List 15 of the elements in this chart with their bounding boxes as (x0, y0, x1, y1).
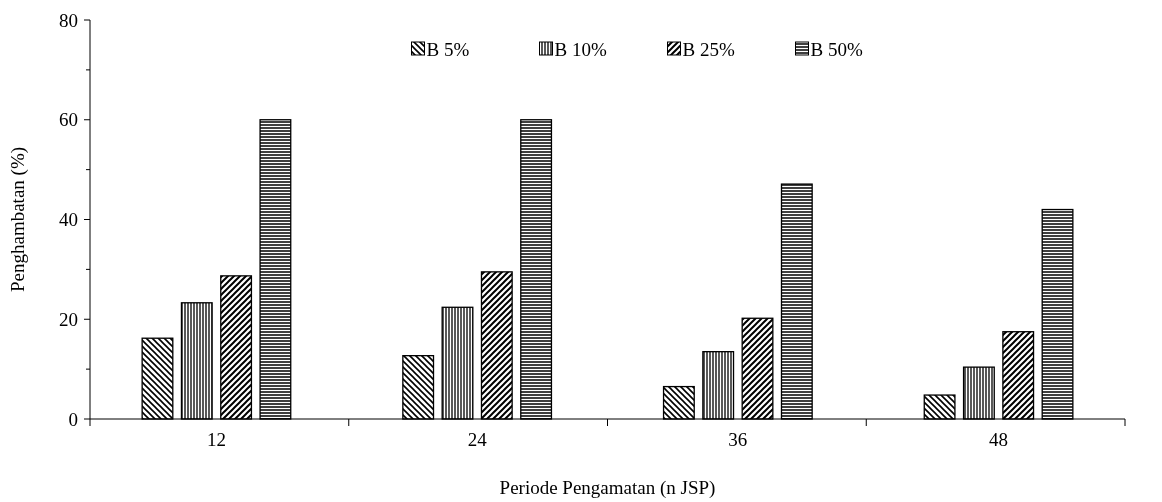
x-tick-label: 12 (206, 429, 226, 450)
y-tick-label: 40 (59, 209, 78, 231)
x-axis-title: Periode Pengamatan (n JSP) (499, 477, 716, 499)
legend-label: B 50% (810, 38, 863, 60)
x-tick-label: 48 (989, 429, 1009, 450)
y-tick-label: 20 (59, 308, 78, 330)
y-tick-label: 80 (59, 9, 78, 31)
legend-label: B 10% (554, 38, 607, 60)
x-tick-label: 36 (728, 429, 748, 450)
y-tick-label: 60 (59, 109, 78, 131)
legend-label: B 5% (426, 38, 470, 60)
legend-label: B 25% (682, 38, 735, 60)
y-tick-label: 0 (68, 408, 78, 430)
y-axis-title: Penghambatan (%) (7, 146, 29, 293)
x-tick-label: 24 (467, 429, 488, 450)
